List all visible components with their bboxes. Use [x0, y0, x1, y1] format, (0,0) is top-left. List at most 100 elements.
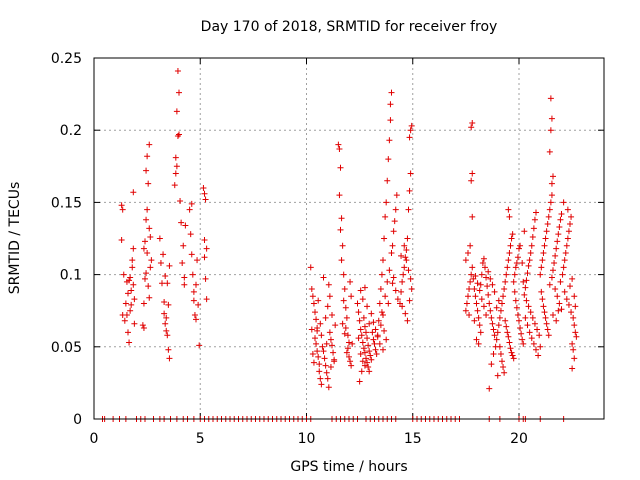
data-point [558, 210, 565, 217]
data-point [376, 340, 383, 347]
data-point [570, 346, 577, 353]
data-point [380, 257, 386, 264]
data-point [324, 303, 331, 310]
data-point [473, 300, 480, 307]
data-point [554, 293, 561, 300]
data-point [469, 264, 476, 271]
data-point [323, 340, 330, 347]
data-point [538, 288, 545, 295]
data-point [472, 293, 479, 300]
data-point [318, 381, 325, 388]
data-point [555, 307, 562, 314]
data-point [325, 281, 332, 288]
data-point [378, 309, 385, 316]
data-point [366, 368, 373, 375]
data-point [313, 316, 320, 323]
data-point [550, 267, 556, 274]
data-point [314, 325, 321, 332]
data-point [165, 346, 172, 353]
data-point [166, 355, 173, 362]
data-point [193, 316, 199, 323]
data-point [161, 299, 168, 306]
data-point [372, 346, 379, 353]
data-point [526, 329, 533, 336]
data-point [337, 164, 344, 171]
data-point [331, 358, 338, 365]
data-point [569, 340, 576, 347]
data-point [318, 332, 325, 339]
data-point [554, 238, 561, 245]
data-point [542, 314, 549, 321]
data-point [462, 257, 469, 264]
data-point [162, 320, 169, 327]
chart-title: Day 170 of 2018, SRMTID for receiver fro… [201, 19, 498, 35]
data-point [568, 213, 575, 220]
data-point [329, 342, 335, 349]
data-point [201, 254, 208, 261]
data-point [385, 156, 392, 163]
data-point [147, 234, 154, 241]
data-point [500, 293, 507, 300]
data-point [491, 332, 498, 339]
data-point [477, 281, 484, 288]
data-point [474, 307, 481, 314]
data-point [147, 264, 154, 271]
data-point [504, 329, 511, 336]
data-point [327, 336, 334, 343]
data-point [399, 278, 406, 285]
data-point [491, 288, 498, 295]
data-point [357, 326, 364, 333]
data-point [506, 249, 513, 256]
data-point [478, 271, 485, 278]
data-point [493, 304, 500, 311]
data-point [506, 339, 513, 346]
y-tick-label: 0.1 [60, 268, 82, 284]
data-point [488, 314, 495, 321]
data-point [509, 231, 516, 238]
data-point [394, 296, 401, 303]
data-point [322, 362, 329, 369]
data-point [307, 264, 314, 271]
data-point [363, 329, 369, 336]
data-point [130, 245, 137, 252]
y-tick-label: 0.05 [51, 340, 82, 356]
data-point [383, 199, 390, 206]
data-point [556, 223, 563, 230]
data-point [361, 362, 368, 369]
data-point [381, 327, 388, 334]
data-point [527, 249, 534, 256]
data-point [523, 297, 530, 304]
data-point [513, 304, 520, 311]
data-point [145, 283, 152, 290]
data-point [343, 314, 350, 321]
data-point [531, 320, 538, 327]
data-point [373, 351, 380, 358]
data-point [572, 329, 579, 336]
x-tick-label: 15 [404, 431, 422, 447]
data-point [503, 323, 510, 330]
data-point [520, 340, 527, 347]
data-point [358, 368, 365, 375]
data-point [548, 180, 555, 187]
data-point [341, 286, 348, 293]
data-point [161, 310, 168, 317]
data-point [480, 255, 487, 262]
data-point [384, 278, 391, 285]
data-point [118, 202, 125, 209]
data-point [531, 216, 538, 223]
data-point [321, 355, 328, 362]
data-point [127, 307, 134, 314]
data-point [548, 115, 555, 122]
data-point [355, 335, 362, 342]
data-point [502, 317, 509, 324]
data-point [504, 264, 511, 271]
data-point [165, 301, 172, 308]
data-point [404, 317, 411, 324]
data-point [159, 280, 165, 287]
data-point [405, 267, 412, 274]
data-point [375, 317, 382, 324]
data-point [139, 322, 146, 329]
data-point [317, 375, 324, 382]
data-point [400, 271, 407, 278]
data-point [360, 345, 367, 352]
